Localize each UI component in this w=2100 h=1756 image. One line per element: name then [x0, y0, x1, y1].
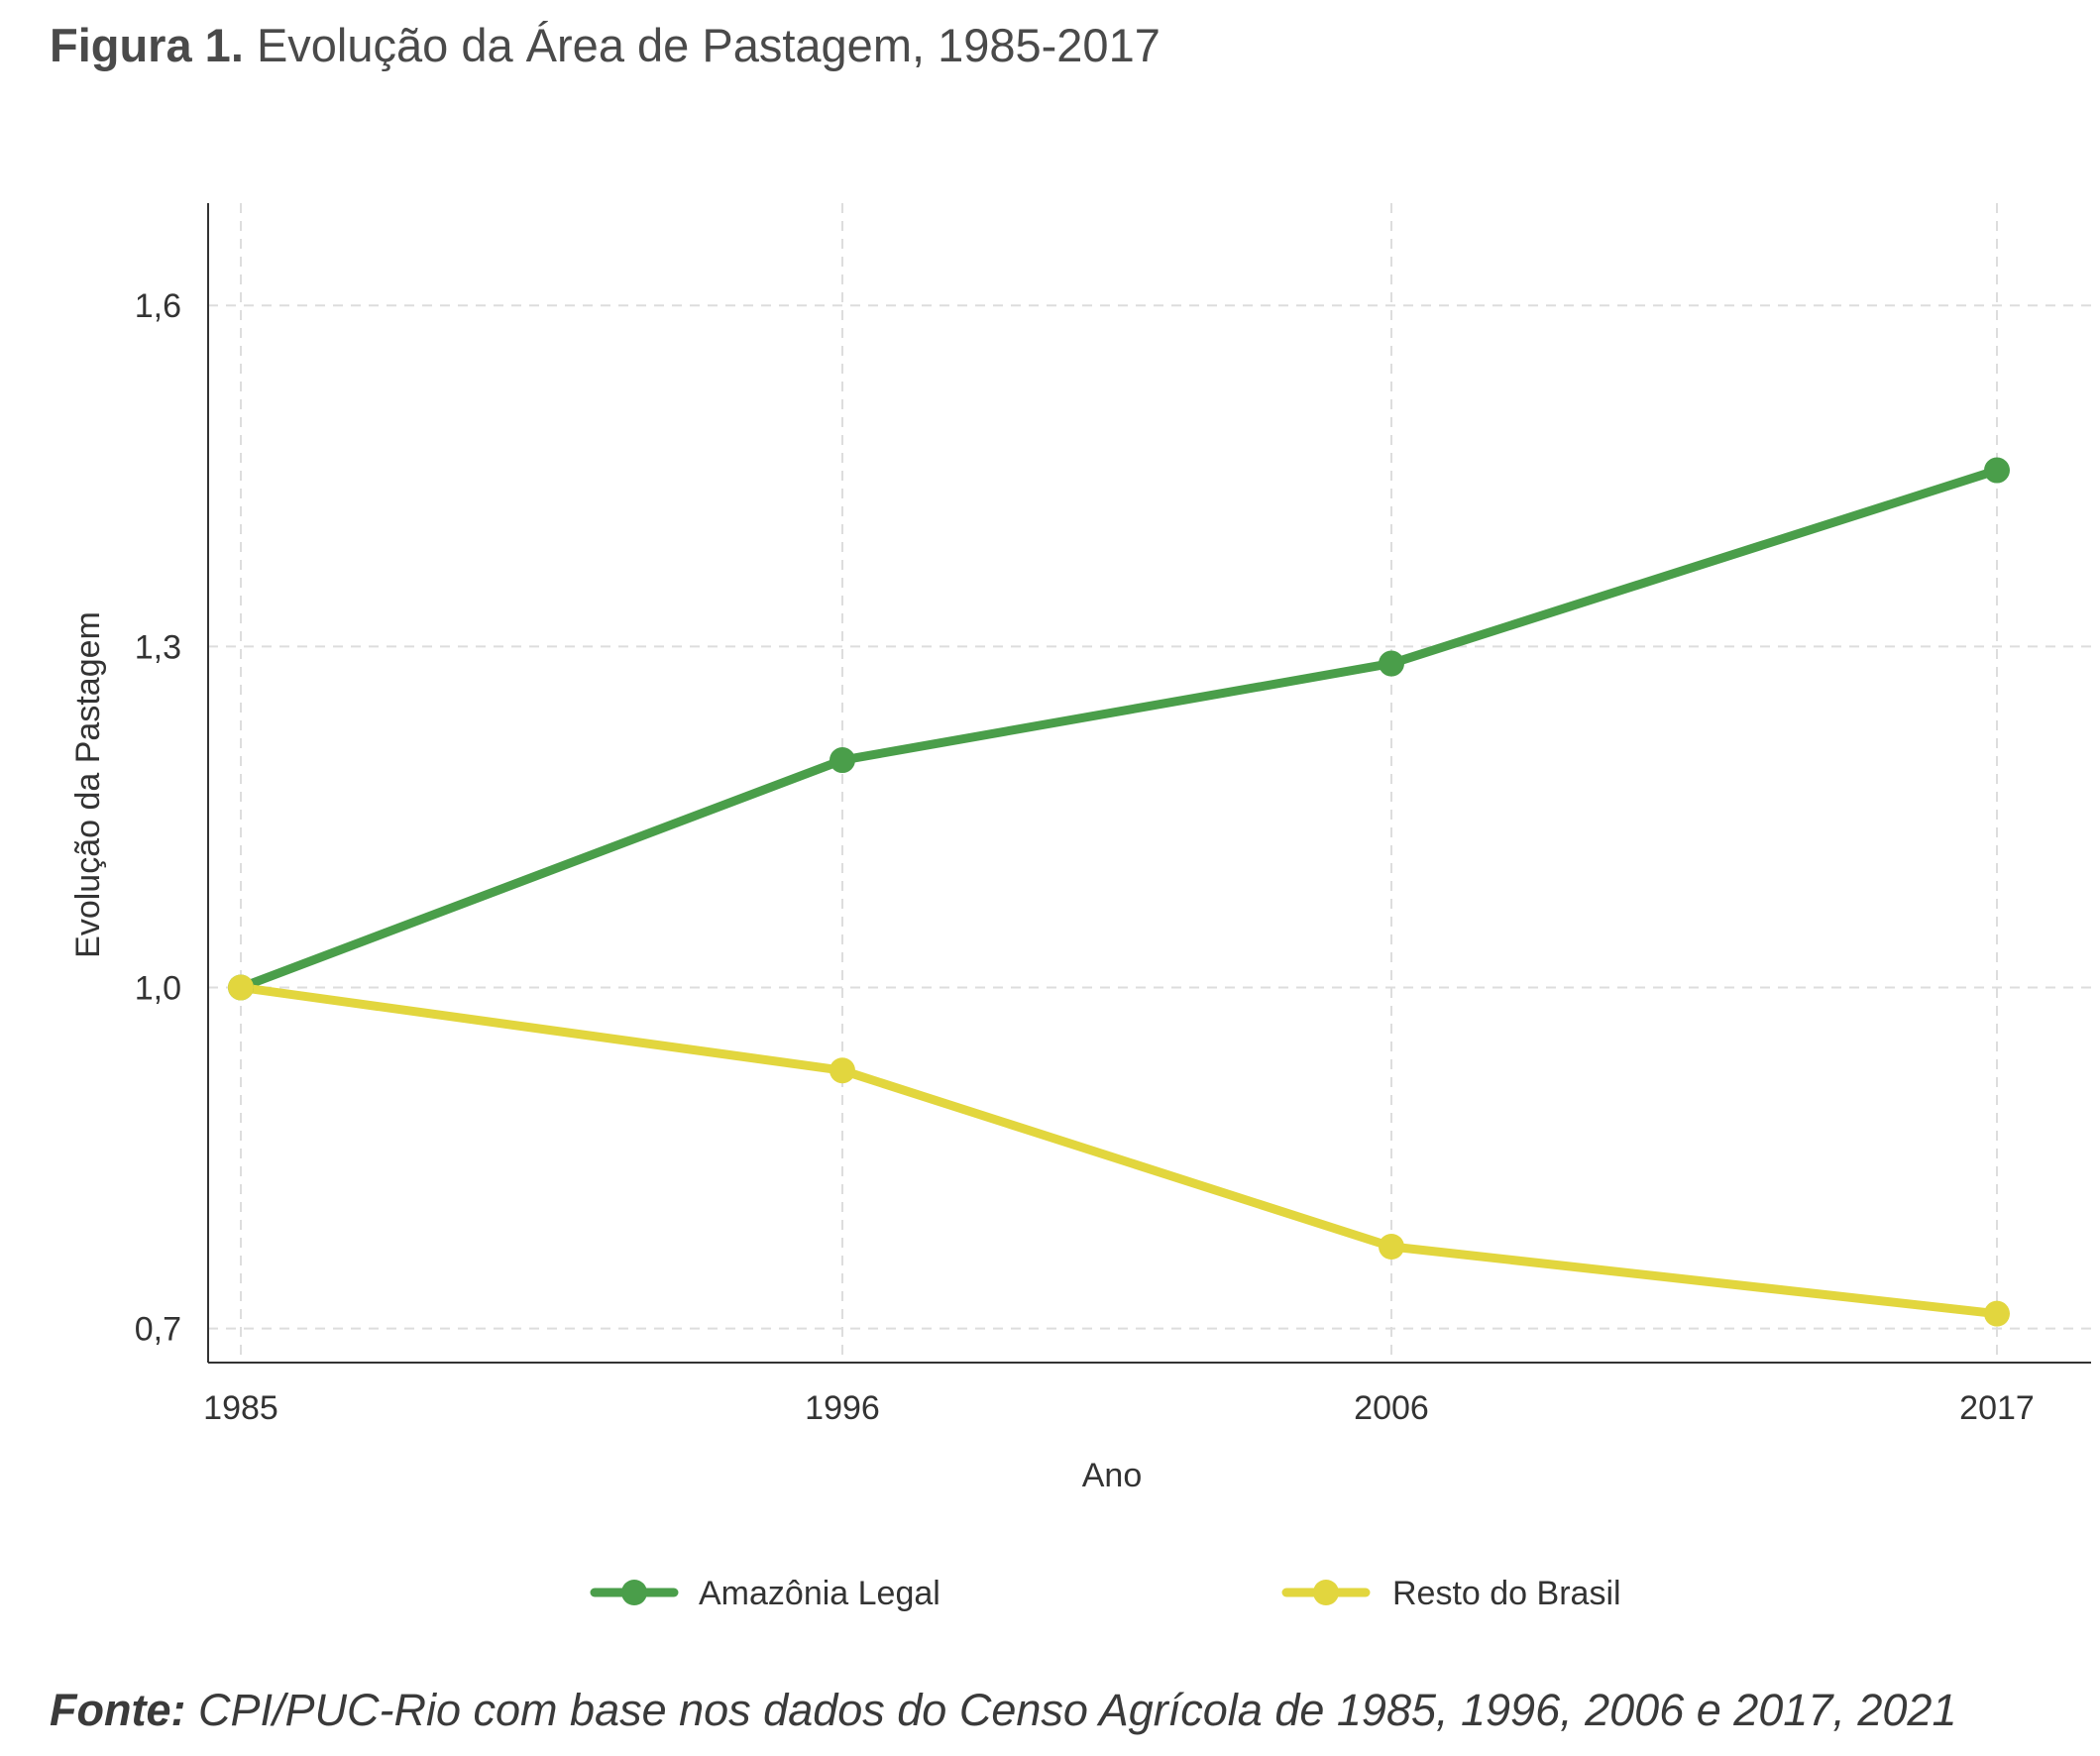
tick-labels: 1985 1996 2006 2017 0,7 1,0 1,3 1,6: [135, 287, 2035, 1427]
data-point: [1984, 457, 2010, 484]
legend-label: Resto do Brasil: [1392, 1575, 1621, 1612]
source-text: CPI/PUC-Rio com base nos dados do Censo …: [197, 1685, 1957, 1735]
data-point: [829, 747, 855, 774]
y-axis-label: Evolução da Pastagem: [69, 611, 107, 958]
source-label: Fonte:: [50, 1685, 186, 1735]
legend-swatch-marker: [621, 1580, 647, 1605]
figure-title-text: Evolução da Área de Pastagem, 1985-2017: [256, 19, 1161, 71]
grid: [208, 203, 2091, 1363]
axes: [207, 203, 2091, 1364]
x-tick-label: 2006: [1354, 1389, 1429, 1427]
data-point: [1984, 1300, 2010, 1327]
x-tick-label: 1996: [805, 1389, 880, 1427]
y-tick-label: 0,7: [135, 1311, 181, 1349]
series-line: [236, 982, 2002, 1319]
x-tick-label: 2017: [1959, 1389, 2035, 1427]
legend-swatch-marker: [1313, 1580, 1339, 1605]
figure-label: Figura 1.: [50, 19, 244, 71]
data-point: [1379, 1234, 1404, 1260]
series: [228, 457, 2010, 1327]
y-tick-label: 1,0: [135, 969, 181, 1007]
y-tick-label: 1,6: [135, 287, 181, 325]
legend-label: Amazônia Legal: [699, 1575, 940, 1612]
series-line: [236, 466, 2002, 992]
legend: Amazônia Legal Resto do Brasil: [590, 1575, 1621, 1612]
x-axis-label: Ano: [1082, 1457, 1143, 1494]
x-tick-label: 1985: [203, 1389, 278, 1427]
figure-title: Figura 1. Evolução da Área de Pastagem, …: [50, 18, 1161, 72]
data-point: [1379, 650, 1404, 677]
y-tick-label: 1,3: [135, 628, 181, 666]
data-point: [829, 1057, 855, 1084]
data-point: [228, 974, 254, 1001]
source-note: Fonte: CPI/PUC-Rio com base nos dados do…: [50, 1685, 1956, 1736]
